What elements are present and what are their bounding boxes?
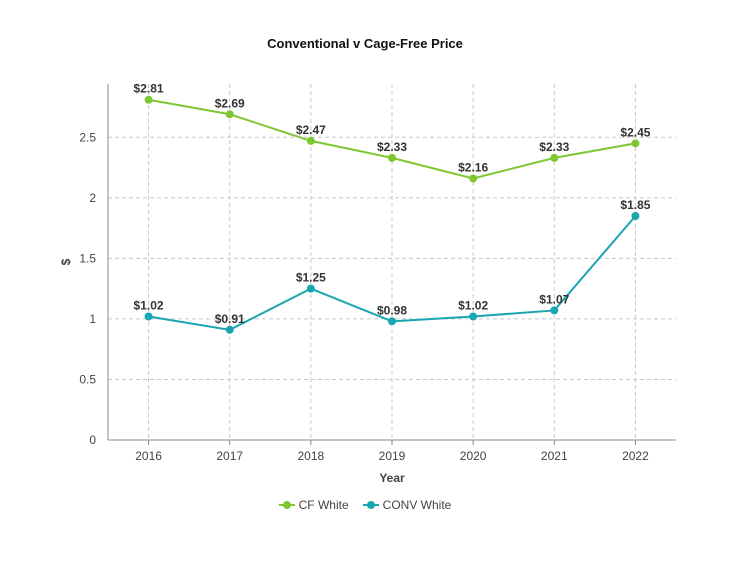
- y-tick-label: 0.5: [79, 372, 96, 386]
- data-label-conv-white: $0.91: [215, 312, 245, 326]
- data-label-cf-white: $2.69: [215, 96, 245, 110]
- x-tick-label: 2022: [622, 449, 649, 463]
- data-label-cf-white: $2.33: [539, 140, 569, 154]
- legend-item: CF White: [278, 498, 349, 512]
- data-point-cf-white: [388, 153, 396, 162]
- x-tick-label: 2016: [135, 449, 162, 463]
- legend-swatch: [362, 500, 379, 510]
- legend-swatch: [278, 500, 295, 510]
- data-label-cf-white: $2.33: [377, 140, 407, 154]
- data-point-conv-white: [550, 306, 559, 315]
- data-point-cf-white: [144, 95, 153, 104]
- y-tick-label: 2.5: [79, 130, 96, 144]
- chart-title: Conventional v Cage-Free Price: [267, 36, 463, 51]
- data-point-cf-white: [225, 110, 234, 119]
- data-point-cf-white: [550, 153, 559, 162]
- data-label-conv-white: $1.07: [539, 292, 569, 306]
- x-axis-title: Year: [379, 471, 405, 485]
- x-tick-label: 2021: [541, 449, 568, 463]
- data-label-conv-white: $1.85: [620, 198, 650, 212]
- data-point-cf-white: [631, 139, 640, 148]
- data-label-conv-white: $1.25: [296, 271, 326, 285]
- data-label-conv-white: $1.02: [134, 298, 164, 312]
- y-tick-label: 2: [89, 191, 96, 205]
- data-point-conv-white: [388, 317, 396, 326]
- y-axis-title: $: [59, 258, 73, 265]
- data-point-conv-white: [469, 312, 478, 321]
- y-tick-label: 0: [89, 433, 96, 447]
- legend-label: CF White: [298, 498, 349, 512]
- legend-item: CONV White: [362, 498, 452, 512]
- data-point-conv-white: [144, 312, 153, 321]
- x-tick-label: 2020: [460, 449, 487, 463]
- x-tick-label: 2019: [379, 449, 406, 463]
- data-label-cf-white: $2.45: [620, 125, 650, 139]
- x-tick-label: 2018: [298, 449, 325, 463]
- data-label-cf-white: $2.47: [296, 123, 326, 137]
- data-point-cf-white: [306, 136, 315, 145]
- x-tick-label: 2017: [216, 449, 243, 463]
- data-label-conv-white: $0.98: [377, 303, 407, 317]
- data-label-cf-white: $2.81: [134, 82, 164, 96]
- data-point-cf-white: [469, 174, 478, 183]
- data-point-conv-white: [306, 284, 315, 293]
- y-tick-label: 1: [89, 312, 96, 326]
- data-point-conv-white: [225, 325, 234, 334]
- data-label-cf-white: $2.16: [458, 160, 488, 174]
- y-tick-label: 1.5: [79, 251, 96, 265]
- data-label-conv-white: $1.02: [458, 298, 488, 312]
- data-point-conv-white: [631, 211, 640, 220]
- legend-label: CONV White: [382, 498, 452, 512]
- chart-legend: CF White CONV White: [0, 498, 730, 512]
